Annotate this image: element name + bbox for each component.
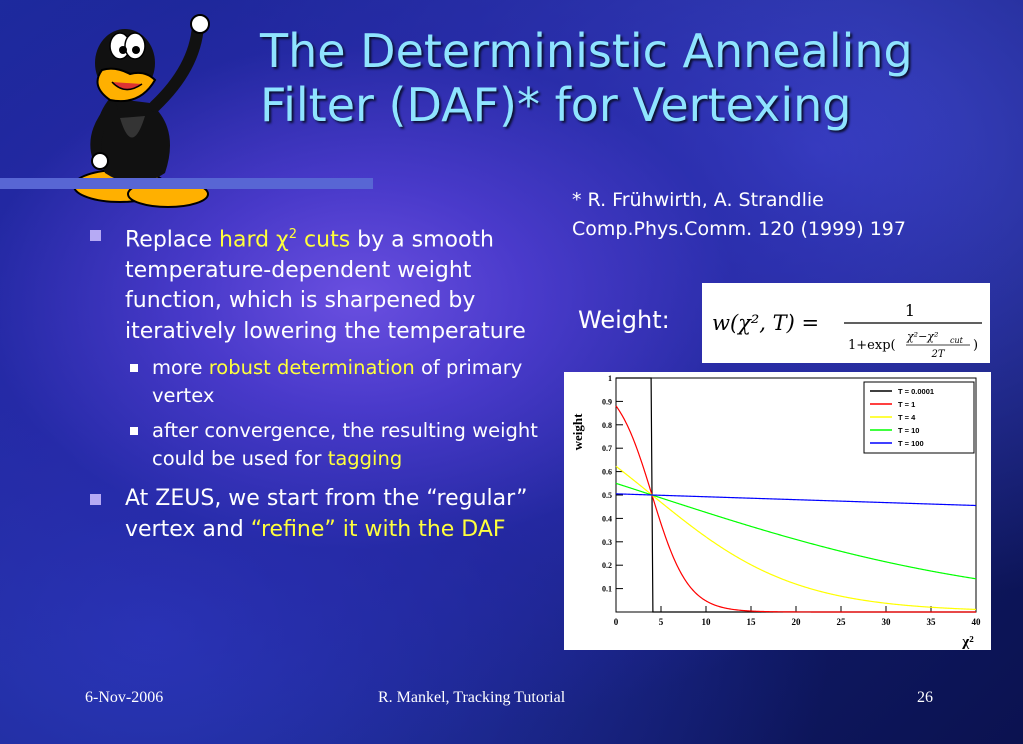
sub-bullet-tagging: after convergence, the resulting weight …	[125, 417, 540, 473]
y-tick-label: 1	[608, 374, 612, 383]
y-tick-label: 0.2	[602, 561, 612, 570]
x-tick-label: 15	[747, 617, 757, 627]
series-line	[615, 465, 977, 611]
bullet-replace-cuts: Replace hard χ2 cuts by a smooth tempera…	[90, 220, 540, 473]
formula-numerator: 1	[905, 301, 915, 320]
title-line-2: Filter (DAF)* for Vertexing	[260, 78, 852, 132]
series-line	[615, 482, 977, 580]
y-tick-label: 0.6	[602, 468, 612, 477]
bullet-zeus: At ZEUS, we start from the “regular” ver…	[90, 484, 540, 545]
bullet-text: by a smooth temperature-dependent weight…	[125, 227, 526, 344]
formula-inner-subscript: cut	[950, 336, 964, 345]
slide-title: The Deterministic Annealing Filter (DAF)…	[260, 24, 913, 132]
legend-entry: T = 1	[898, 400, 915, 409]
weight-vs-chi2-chart: 0 5 10 15 20 25 30 35 40 0.1 0.2 0.3 0.4 0.5 0.6 0.7 0.8…	[564, 372, 991, 650]
y-tick-label: 0.9	[602, 397, 612, 406]
formula-inner-denominator: 2T	[930, 349, 945, 360]
y-tick-label: 0.4	[602, 514, 612, 523]
sub-bullet-text: of primary vertex	[152, 356, 523, 408]
bullet-highlight: hard χ	[219, 227, 289, 253]
reference-authors: * R. Frühwirth, A. Strandlie	[572, 189, 824, 211]
sub-bullet-highlight: robust determination	[208, 356, 415, 380]
x-axis-label: χ²	[961, 634, 974, 650]
y-tick-label: 0.7	[602, 444, 612, 453]
legend-entry: T = 100	[898, 439, 924, 448]
series-line	[615, 493, 977, 507]
x-tick-label: 30	[882, 617, 892, 627]
weight-formula: w(χ², T) = 1 1+exp( χ²−χ² cut 2T )	[702, 283, 990, 363]
legend-entry: T = 4	[898, 413, 916, 422]
sub-bullet-text: more	[152, 356, 209, 380]
x-tick-label: 5	[659, 617, 664, 627]
legend-entry: T = 10	[898, 426, 919, 435]
bullet-text: At ZEUS, we start from the “regular” ver…	[125, 486, 528, 542]
y-tick-label: 0.5	[602, 491, 612, 500]
reference-journal: Comp.Phys.Comm. 120 (1999) 197	[572, 218, 906, 240]
footer-page-number: 26	[917, 689, 933, 706]
chi-square-exponent: 2	[288, 227, 298, 242]
formula-inner-numerator: χ²−χ²	[906, 330, 938, 343]
x-tick-label: 25	[837, 617, 847, 627]
x-tick-label: 0	[614, 617, 619, 627]
y-tick-label: 0.1	[602, 585, 612, 594]
title-accent-bar	[0, 178, 373, 189]
weight-label: Weight:	[578, 306, 670, 334]
sub-bullet-text: after convergence, the resulting weight …	[152, 419, 538, 471]
footer-date: 6-Nov-2006	[85, 689, 164, 706]
sub-bullet-list: more robust determination of primary ver…	[125, 354, 540, 473]
reference-citation: * R. Frühwirth, A. Strandlie Comp.Phys.C…	[572, 186, 906, 244]
y-tick-label: 0.8	[602, 421, 612, 430]
y-tick-label: 0.3	[602, 538, 612, 547]
footer-center: R. Mankel, Tracking Tutorial	[378, 689, 566, 706]
formula-den-prefix: 1+exp(	[848, 338, 896, 353]
series-line	[615, 405, 976, 613]
bullet-highlight: “refine” it with the DAF	[250, 516, 506, 542]
y-axis-label: weight	[570, 413, 585, 451]
sub-bullet-robust: more robust determination of primary ver…	[125, 354, 540, 410]
bullet-list: Replace hard χ2 cuts by a smooth tempera…	[90, 220, 540, 551]
formula-lhs: w(χ², T) =	[712, 311, 819, 335]
x-tick-label: 40	[972, 617, 982, 627]
bullet-text: Replace	[125, 227, 220, 253]
x-tick-label: 35	[927, 617, 937, 627]
title-line-1: The Deterministic Annealing	[260, 24, 913, 78]
x-tick-label: 10	[702, 617, 712, 627]
formula-den-suffix: )	[973, 338, 978, 353]
bullet-highlight: cuts	[297, 227, 351, 253]
sub-bullet-highlight: tagging	[327, 447, 403, 471]
duck-mascot-illustration	[73, 14, 210, 208]
legend-entry: T = 0.0001	[898, 387, 934, 396]
x-tick-label: 20	[792, 617, 802, 627]
